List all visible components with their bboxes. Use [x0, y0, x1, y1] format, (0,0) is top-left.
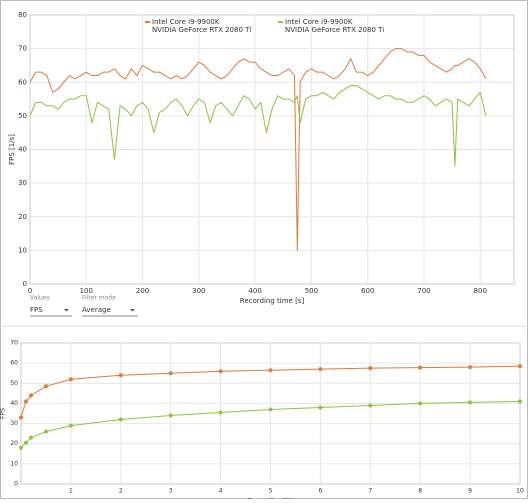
point	[268, 407, 273, 412]
x-tick-label: 0	[28, 287, 32, 295]
point	[368, 403, 373, 408]
point	[68, 377, 73, 382]
point	[168, 413, 173, 418]
point	[23, 440, 28, 445]
x-tick-label: 4	[219, 488, 223, 495]
x-tick-label: 1	[69, 488, 73, 495]
x-tick-label: 9	[468, 488, 472, 495]
point	[118, 417, 123, 422]
y-tick-label: 40	[10, 400, 18, 407]
filter-label: Filter mode	[82, 295, 116, 302]
x-tick-label: 100	[80, 287, 93, 295]
point	[19, 415, 23, 420]
y-tick-label: 60	[10, 360, 18, 367]
x-tick-label: 10	[516, 488, 524, 495]
x-tick-label: 6	[318, 488, 322, 495]
point	[218, 369, 223, 374]
y-tick-label: 80	[18, 11, 27, 19]
point	[218, 410, 223, 415]
legend-label: NVIDIA GeForce RTX 2080 Ti	[152, 26, 251, 34]
y-tick-label: 70	[18, 45, 27, 53]
series-line	[29, 85, 487, 167]
x-tick-label: 300	[192, 287, 205, 295]
y-tick-label: 50	[18, 112, 27, 120]
x-tick-label: 200	[136, 287, 149, 295]
values-dropdown[interactable]: FPS	[30, 306, 72, 317]
point	[168, 371, 173, 376]
caret	[64, 309, 69, 312]
point	[318, 405, 323, 410]
y-tick-label: 20	[18, 213, 27, 221]
point	[19, 445, 23, 450]
x-axis-title: Recording time [s]	[240, 297, 305, 305]
point	[368, 366, 373, 371]
values-selected: FPS	[30, 306, 43, 314]
plot-border	[20, 342, 521, 485]
y-tick-label: 20	[10, 440, 18, 447]
y-axis-title: FPS [1/s]	[8, 134, 16, 165]
x-tick-label: 400	[248, 287, 261, 295]
y-tick-label: 0	[23, 280, 27, 288]
point	[43, 384, 48, 389]
filter-selected: Average	[82, 306, 111, 314]
legend-label: Intel Core i9-9900K	[152, 18, 220, 26]
x-tick-label: 8	[418, 488, 422, 495]
y-tick-label: 10	[10, 460, 18, 467]
caret	[130, 309, 135, 312]
point	[318, 367, 323, 372]
legend-label: NVIDIA GeForce RTX 2080 Ti	[285, 26, 384, 34]
x-tick-label: 800	[474, 287, 487, 295]
y-tick-label: 30	[18, 179, 27, 187]
point	[68, 423, 73, 428]
y-tick-label: 0	[14, 481, 18, 488]
y-tick-label: 60	[18, 78, 27, 86]
series-line	[20, 400, 521, 449]
point	[118, 373, 123, 378]
values-label: Values	[30, 295, 50, 302]
point	[518, 364, 522, 369]
x-tick-label: 700	[417, 287, 430, 295]
point	[518, 399, 522, 404]
point	[468, 400, 473, 405]
point	[28, 435, 33, 440]
filter-dropdown[interactable]: Average	[82, 306, 138, 317]
x-tick-label: 2	[119, 488, 123, 495]
x-tick-label: 600	[361, 287, 374, 295]
point	[468, 365, 473, 370]
x-tick-label: 3	[169, 488, 173, 495]
x-tick-label: 500	[305, 287, 318, 295]
series-line	[20, 365, 521, 418]
y-tick-label: 50	[10, 380, 18, 387]
point	[23, 399, 28, 404]
x-tick-label: 7	[368, 488, 372, 495]
point	[43, 429, 48, 434]
y-tick-label: 70	[10, 340, 18, 347]
series-line	[29, 48, 487, 251]
x-tick-label: 5	[269, 488, 273, 495]
point	[418, 365, 423, 370]
point	[268, 368, 273, 373]
y-tick-label: 10	[18, 246, 27, 254]
y-axis-title: FPS	[0, 408, 7, 419]
plot-border	[29, 14, 515, 285]
y-tick-label: 40	[18, 146, 27, 154]
point	[418, 401, 423, 406]
point	[28, 393, 33, 398]
legend-label: Intel Core i9-9900K	[285, 18, 353, 26]
y-tick-label: 30	[10, 420, 18, 427]
